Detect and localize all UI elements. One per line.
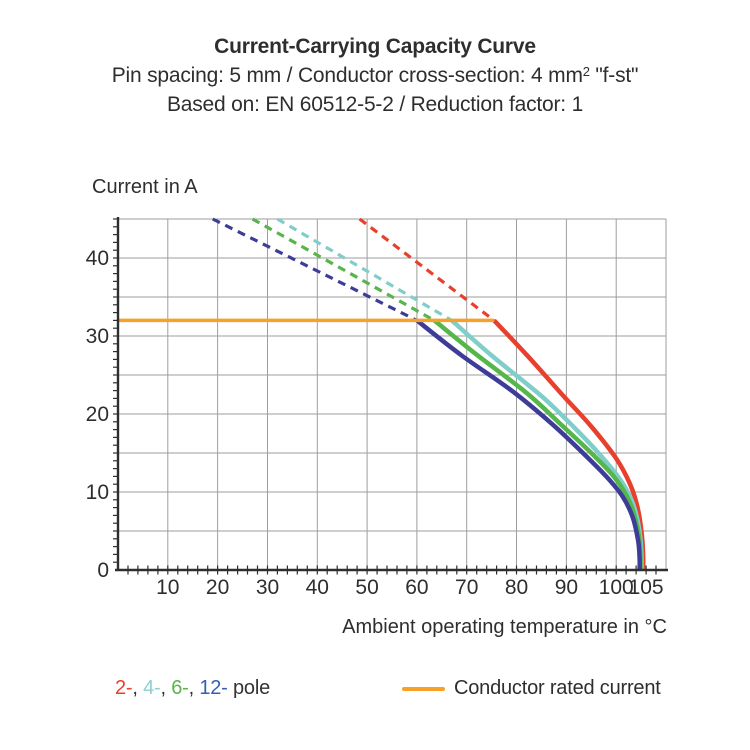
pole-legend-part: 6-: [171, 677, 189, 699]
rated-current-label: Conductor rated current: [454, 677, 661, 699]
pole-legend-part: pole: [227, 677, 271, 699]
pole-legend-part: 12-: [199, 677, 228, 699]
tick-label: 50: [355, 576, 378, 599]
tick-label: 20: [206, 576, 229, 599]
rated-current-legend: Conductor rated current: [402, 677, 661, 700]
tick-label: 40: [306, 576, 329, 599]
tick-label: 20: [86, 403, 109, 426]
pole-legend-part: 2-: [115, 677, 133, 699]
tick-label: 100: [599, 576, 634, 599]
tick-label: 40: [86, 247, 109, 270]
pole-legend-part: ,: [188, 677, 200, 699]
tick-label: 30: [256, 576, 279, 599]
chart-title: Current-Carrying Capacity Curve: [214, 35, 536, 58]
tick-label: 30: [86, 325, 109, 348]
pole-legend: 2-, 4-, 6-, 12- pole: [115, 677, 270, 700]
tick-label: 105: [629, 576, 664, 599]
subtitle-superscript: 2: [582, 64, 590, 79]
tick-label: 90: [555, 576, 578, 599]
x-axis-title: Ambient operating temperature in °C: [342, 616, 667, 638]
pole-legend-part: ,: [132, 677, 144, 699]
tick-label: 0: [97, 559, 109, 582]
subtitle-text: Pin spacing: 5 mm / Conductor cross-sect…: [111, 64, 583, 87]
subtitle-suffix: "f-st": [589, 64, 639, 87]
rated-current-swatch-line: [402, 686, 445, 691]
tick-label: 60: [405, 576, 428, 599]
chart-subtitle: Pin spacing: 5 mm / Conductor cross-sect…: [0, 64, 750, 88]
tick-label: 10: [86, 481, 109, 504]
tick-label: 10: [156, 576, 179, 599]
tick-label: 80: [505, 576, 528, 599]
curve-12-pole: [415, 318, 642, 571]
y-axis-title: Current in A: [92, 176, 198, 198]
chart-basis: Based on: EN 60512-5-2 / Reduction facto…: [166, 93, 584, 116]
tick-label: 70: [455, 576, 478, 599]
pole-legend-part: ,: [160, 677, 172, 699]
pole-legend-part: 4-: [143, 677, 161, 699]
